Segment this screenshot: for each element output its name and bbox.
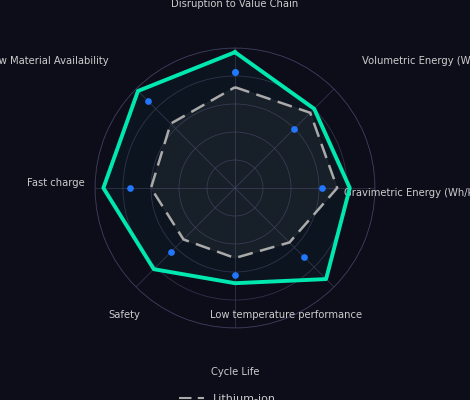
Text: Fast charge: Fast charge [27, 178, 85, 188]
Text: Low temperature performance: Low temperature performance [210, 310, 362, 320]
Text: Raw Material Availability: Raw Material Availability [0, 56, 108, 66]
Text: Disruption to Value Chain: Disruption to Value Chain [172, 0, 298, 9]
Text: Safety: Safety [108, 310, 140, 320]
Text: Volumetric Energy (Wh/l): Volumetric Energy (Wh/l) [362, 56, 470, 66]
Polygon shape [151, 87, 337, 258]
Legend: Lithium-ion, Sodium-ion, Potassium-ion: Lithium-ion, Sodium-ion, Potassium-ion [174, 388, 296, 400]
Text: Gravimetric Energy (Wh/kg): Gravimetric Energy (Wh/kg) [345, 188, 470, 198]
Text: Cycle Life: Cycle Life [211, 367, 259, 377]
